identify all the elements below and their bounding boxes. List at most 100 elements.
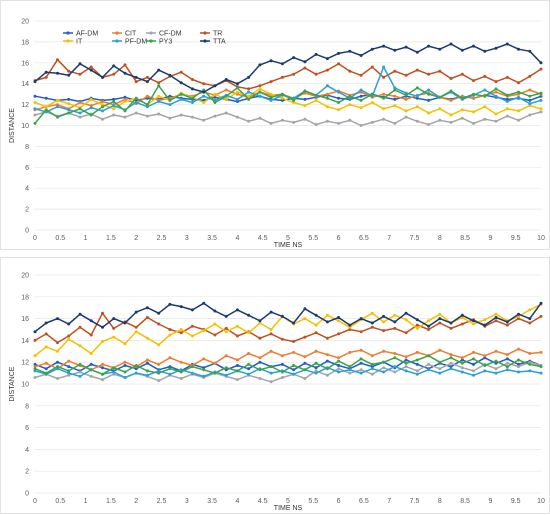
data-point — [56, 105, 59, 109]
data-point — [438, 47, 442, 51]
data-point — [427, 92, 431, 96]
data-point — [370, 65, 374, 69]
data-point — [460, 108, 464, 112]
data-point — [404, 365, 408, 369]
data-point — [44, 367, 48, 371]
series-line-cit — [34, 348, 542, 371]
data-point — [393, 121, 397, 125]
data-point — [517, 90, 520, 94]
data-point — [123, 71, 127, 75]
x-tick-label: 0 — [33, 498, 37, 505]
data-point — [190, 371, 194, 375]
x-tick-label: 4 — [235, 498, 239, 505]
data-point — [168, 333, 172, 337]
legend-label: AF-DM — [76, 31, 98, 38]
data-point — [528, 49, 532, 53]
y-tick-label: 4 — [25, 447, 29, 454]
data-point — [505, 361, 509, 365]
legend-item-cit: CIT — [112, 31, 137, 38]
data-point — [101, 100, 104, 103]
data-point — [179, 305, 183, 309]
data-point — [528, 352, 532, 355]
data-point — [382, 75, 386, 79]
data-point — [33, 107, 37, 111]
data-point — [89, 374, 93, 378]
data-point — [314, 366, 318, 370]
data-point — [427, 98, 431, 102]
data-point — [517, 317, 520, 321]
data-point — [359, 357, 363, 361]
data-point — [56, 360, 59, 364]
data-point — [325, 96, 329, 100]
data-point — [179, 370, 183, 374]
data-point — [314, 98, 318, 102]
data-point — [78, 101, 82, 104]
data-point — [382, 44, 386, 48]
legend-item-af-dm: AF-DM — [63, 31, 98, 38]
y-tick-label: 18 — [21, 39, 29, 46]
data-point — [472, 92, 475, 96]
data-point — [247, 90, 251, 94]
data-point — [168, 372, 172, 376]
data-point — [370, 92, 374, 96]
data-point — [393, 48, 397, 52]
data-point — [213, 322, 217, 326]
series-line-pf-dm — [34, 365, 542, 379]
data-point — [78, 374, 82, 378]
data-point — [483, 354, 487, 358]
data-point — [123, 370, 127, 374]
data-point — [505, 353, 509, 357]
y-axis-title: DISTANCE — [9, 366, 16, 401]
data-point — [483, 356, 487, 360]
data-point — [134, 367, 138, 371]
data-point — [44, 70, 48, 74]
data-point — [213, 361, 217, 365]
data-point — [438, 312, 442, 316]
data-point — [539, 301, 543, 305]
data-point — [404, 369, 408, 373]
data-point — [269, 332, 273, 336]
data-point — [235, 378, 239, 382]
data-point — [145, 369, 149, 373]
data-point — [370, 47, 374, 51]
data-point — [517, 118, 520, 122]
data-point — [325, 313, 329, 317]
data-point — [325, 105, 329, 109]
data-point — [528, 321, 532, 325]
data-point — [449, 77, 453, 80]
data-point — [44, 105, 48, 109]
data-point — [325, 84, 329, 88]
legend-item-pf-dm: PF-DM — [112, 39, 147, 46]
data-point — [168, 73, 172, 77]
chart-bottom: 0 2 4 6 8 10 12 14 16 18 20 0 0.5 1 1.5 2 2.5 3 3.5 4 4.5 5 5.… — [9, 273, 545, 513]
data-point — [157, 343, 161, 347]
data-point — [494, 80, 498, 84]
data-point — [157, 311, 161, 315]
data-point — [370, 362, 374, 366]
data-point — [303, 97, 307, 101]
data-point — [415, 372, 419, 376]
data-point — [44, 75, 48, 79]
data-point — [157, 322, 161, 326]
data-point — [528, 360, 532, 364]
data-point — [483, 105, 487, 109]
data-point — [415, 86, 419, 90]
data-point — [359, 371, 363, 375]
data-point — [224, 314, 228, 318]
data-point — [438, 367, 442, 371]
data-point — [314, 331, 318, 335]
data-point — [33, 113, 37, 117]
data-point — [179, 97, 183, 101]
data-point — [280, 376, 284, 379]
data-point — [168, 367, 172, 371]
data-point — [393, 352, 397, 355]
x-tick-label: 7.5 — [410, 235, 420, 242]
data-point — [292, 364, 296, 367]
data-point — [78, 370, 82, 374]
y-tick-label: 4 — [25, 186, 29, 193]
data-point — [494, 119, 498, 123]
data-point — [539, 350, 543, 354]
data-point — [67, 322, 71, 326]
data-point — [348, 350, 352, 354]
data-point — [449, 356, 453, 360]
